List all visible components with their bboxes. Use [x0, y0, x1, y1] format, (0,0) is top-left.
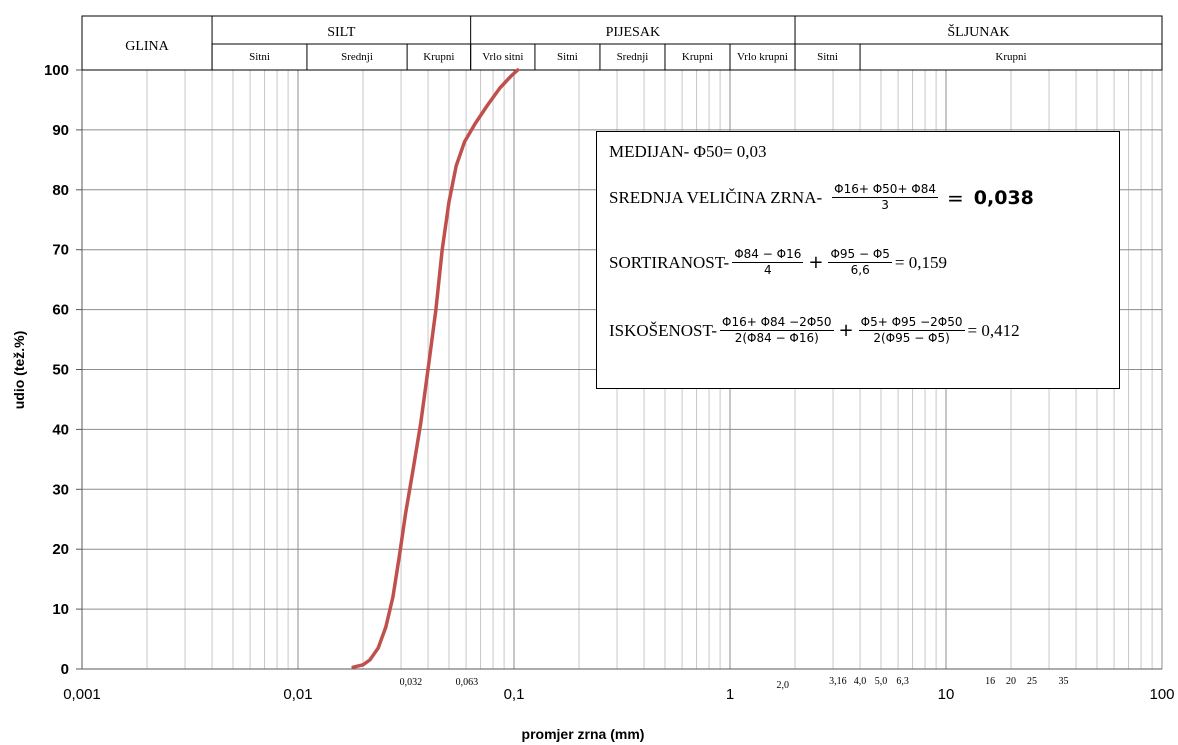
boundary-label: 5,0	[875, 676, 888, 687]
boundary-label: 0,063	[456, 677, 479, 688]
classification-frame	[81, 15, 1163, 71]
boundary-label: 3,16	[829, 676, 847, 687]
x-tick-label: 0,001	[63, 686, 101, 703]
y-tick-label: 10	[52, 601, 69, 618]
boundary-label: 2,0	[777, 680, 790, 691]
y-axis-label: udio (tež.%)	[11, 331, 27, 410]
class-label: GLINA	[125, 39, 169, 54]
subclass-label: Krupni	[423, 51, 454, 63]
subclass-label: Srednji	[617, 51, 649, 63]
sorting-numerator-1: Φ84 − Φ16	[732, 247, 804, 263]
median-row: MEDIJAN- Φ50= 0,03	[609, 142, 767, 162]
skewness-plus: +	[838, 320, 854, 341]
boundary-label: 16	[985, 676, 995, 687]
sorting-row: SORTIRANOST- Φ84 − Φ16 4 + Φ95 − Φ5 6,6 …	[609, 247, 947, 278]
mean-row: SREDNJA VELIČINA ZRNA- Φ16+ Φ50+ Φ84 3 =…	[609, 182, 1034, 213]
boundary-label: 35	[1059, 676, 1069, 687]
y-tick-label: 80	[52, 182, 69, 199]
mean-fraction: Φ16+ Φ50+ Φ84 3	[832, 182, 939, 213]
mean-equals: =	[947, 185, 964, 210]
y-tick-label: 20	[52, 541, 69, 558]
statistics-box: MEDIJAN- Φ50= 0,03 SREDNJA VELIČINA ZRNA…	[596, 131, 1120, 389]
x-tick-label: 0,1	[504, 686, 525, 703]
y-tick-label: 60	[52, 302, 69, 319]
sorting-fraction-2: Φ95 − Φ5 6,6	[828, 247, 892, 278]
boundary-label: 6,3	[896, 676, 909, 687]
skewness-row: ISKOŠENOST- Φ16+ Φ84 −2Φ50 2(Φ84 − Φ16) …	[609, 315, 1020, 346]
class-label: ŠLJUNAK	[947, 23, 1009, 40]
axis-ticks: 0 10 20 30 40 50 60 70 80 90 100 0,001 0,01 0,1 1 10 100…	[44, 62, 1175, 703]
median-label: MEDIJAN- Φ50= 0,03	[609, 142, 767, 161]
skewness-label: ISKOŠENOST-	[609, 320, 718, 340]
skewness-numerator-1: Φ16+ Φ84 −2Φ50	[720, 315, 834, 331]
skewness-value: = 0,412	[967, 320, 1020, 340]
sorting-denominator-2: 6,6	[850, 263, 870, 277]
mean-value: 0,038	[973, 186, 1034, 209]
sorting-denominator-1: 4	[763, 263, 772, 277]
mean-numerator: Φ16+ Φ50+ Φ84	[832, 182, 939, 198]
boundary-label: 25	[1027, 676, 1037, 687]
y-tick-label: 70	[52, 242, 69, 259]
skewness-denominator-1: 2(Φ84 − Φ16)	[734, 331, 819, 345]
sorting-label: SORTIRANOST-	[609, 252, 730, 272]
mean-label: SREDNJA VELIČINA ZRNA-	[609, 187, 823, 207]
boundary-label: 4,0	[854, 676, 867, 687]
x-tick-label: 1	[726, 686, 734, 703]
class-label: SILT	[327, 25, 356, 40]
sorting-numerator-2: Φ95 − Φ5	[828, 247, 892, 263]
class-label: PIJESAK	[606, 25, 660, 40]
y-tick-label: 30	[52, 481, 69, 498]
classification-header: GLINA SILT PIJESAK ŠLJUNAK Sitni Srednji Krupn…	[81, 15, 1163, 71]
x-tick-label: 10	[938, 686, 955, 703]
y-tick-label: 90	[52, 122, 69, 139]
subclass-label: Sitni	[817, 51, 838, 63]
sorting-value: = 0,159	[894, 252, 948, 272]
subclass-label: Krupni	[682, 51, 713, 63]
subclass-label: Sitni	[557, 51, 578, 63]
subclass-label: Srednji	[341, 51, 373, 63]
mean-denominator: 3	[881, 198, 889, 212]
subclass-label: Sitni	[249, 51, 270, 63]
sorting-plus: +	[808, 252, 824, 273]
x-tick-label: 0,01	[283, 686, 312, 703]
y-tick-label: 40	[52, 421, 69, 438]
boundary-label: 0,032	[400, 677, 423, 688]
y-tick-label: 0	[61, 661, 69, 678]
skewness-fraction-1: Φ16+ Φ84 −2Φ50 2(Φ84 − Φ16)	[720, 315, 834, 346]
sorting-fraction-1: Φ84 − Φ16 4	[732, 247, 804, 278]
skewness-numerator-2: Φ5+ Φ95 −2Φ50	[858, 315, 965, 331]
distribution-line	[351, 68, 520, 669]
skewness-fraction-2: Φ5+ Φ95 −2Φ50 2(Φ95 − Φ5)	[858, 315, 965, 346]
cumulative-curve	[351, 68, 520, 669]
y-tick-label: 50	[52, 362, 69, 379]
boundary-label: 20	[1006, 676, 1016, 687]
x-axis-label: promjer zrna (mm)	[522, 726, 645, 742]
skewness-denominator-2: 2(Φ95 − Φ5)	[873, 331, 950, 345]
subclass-label: Krupni	[995, 51, 1026, 63]
subclass-label: Vrlo sitni	[482, 51, 523, 63]
x-tick-label: 100	[1149, 686, 1174, 703]
subclass-label: Vrlo krupni	[737, 51, 788, 63]
y-tick-label: 100	[44, 62, 69, 79]
